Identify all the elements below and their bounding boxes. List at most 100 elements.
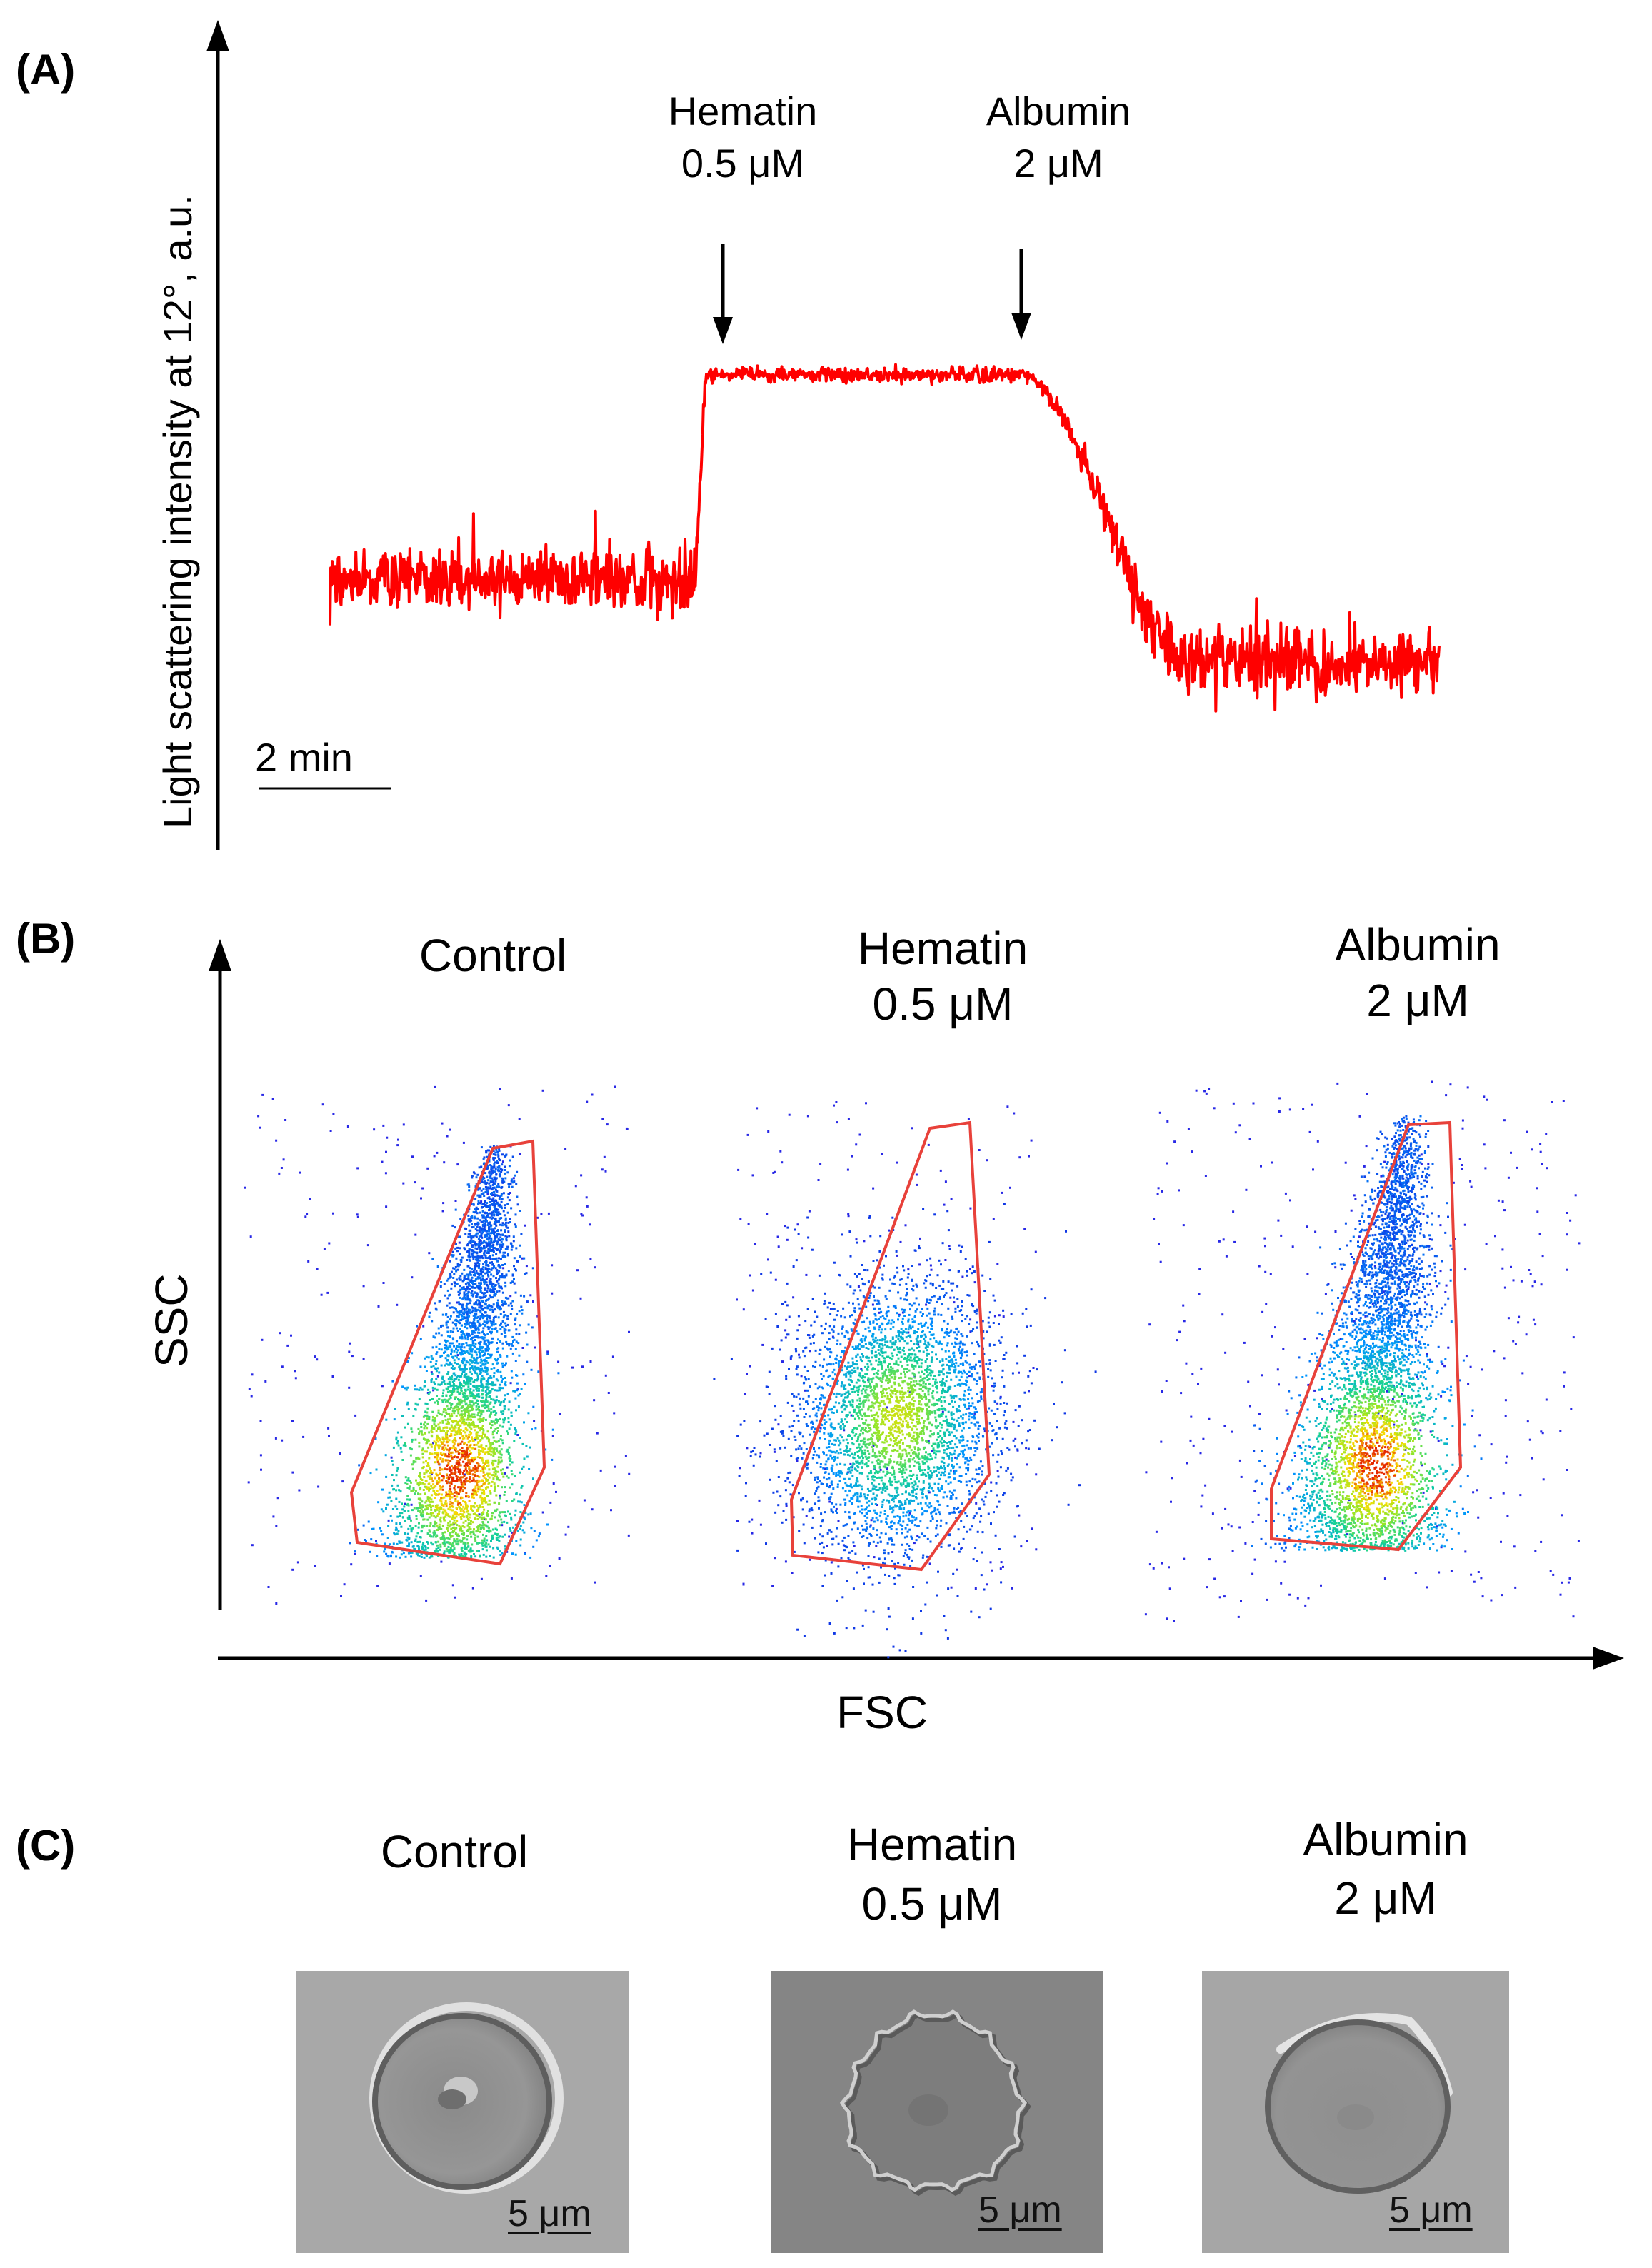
scatter-event <box>501 1233 504 1236</box>
scatter-event <box>453 1379 456 1382</box>
scatter-event <box>504 1472 506 1475</box>
scatter-event <box>418 1432 421 1435</box>
scatter-event <box>493 1482 496 1485</box>
scatter-event <box>470 1294 473 1297</box>
scatter-event <box>912 1435 915 1438</box>
scatter-event <box>486 1314 489 1317</box>
scatter-event <box>485 1395 488 1398</box>
scatter-event <box>512 1177 515 1180</box>
scatter-event <box>446 1315 449 1318</box>
scatter-event <box>469 1480 471 1483</box>
scatter-event <box>866 1373 868 1375</box>
scatter-event <box>441 1525 444 1527</box>
scatter-event <box>907 1268 910 1271</box>
scatter-event <box>445 1321 448 1324</box>
scatter-event <box>481 1375 484 1377</box>
scatter-event <box>489 1442 491 1445</box>
scatter-event <box>412 1415 415 1418</box>
scatter-event <box>519 1244 521 1247</box>
scatter-event <box>532 1405 535 1408</box>
scatter-event <box>406 1403 409 1406</box>
scatter-event <box>391 1463 394 1466</box>
scatter-event <box>476 1403 479 1405</box>
scatter-event <box>524 1512 527 1515</box>
scatter-event <box>457 1452 460 1455</box>
scatter-event <box>501 1224 504 1227</box>
scatter-event <box>449 1435 451 1437</box>
scatter-event <box>460 1527 463 1530</box>
scatter-event <box>454 1282 456 1285</box>
scatter-event <box>474 1465 477 1467</box>
scatter-event <box>429 1535 431 1537</box>
scatter-event <box>451 1456 454 1459</box>
scatter-event <box>466 1452 469 1455</box>
scatter-event <box>549 1501 552 1504</box>
scatter-event <box>492 1203 494 1205</box>
scatter-event <box>465 1305 468 1308</box>
scatter-event <box>474 1241 476 1244</box>
scatter-event <box>475 1358 478 1360</box>
scatter-event <box>451 1531 454 1534</box>
scatter-event <box>450 1363 453 1366</box>
scatter-event <box>426 1411 429 1414</box>
scatter-event <box>429 1503 431 1506</box>
scatter-event <box>506 1171 509 1174</box>
scatter-event <box>504 1533 506 1536</box>
scatter-event <box>493 1186 495 1189</box>
scatter-event <box>491 1512 494 1515</box>
scatter-event <box>459 1328 461 1330</box>
scatter-event <box>458 1539 461 1542</box>
scatter-event <box>463 1442 466 1445</box>
scatter-event <box>832 1303 835 1305</box>
scatter-event <box>464 1457 466 1460</box>
scatter-event <box>496 1212 499 1215</box>
scatter-event <box>971 1413 973 1415</box>
scatter-event <box>466 1417 469 1420</box>
scatter-event <box>309 1198 311 1200</box>
scatter-event <box>462 1505 465 1508</box>
scatter-event <box>383 1550 386 1553</box>
scatter-event <box>446 1537 448 1540</box>
scatter-event <box>469 1267 471 1270</box>
scatter-event <box>455 1462 458 1465</box>
scatter-event <box>427 1512 430 1515</box>
scatter-event <box>504 1285 507 1288</box>
scatter-event <box>443 1545 446 1547</box>
scatter-event <box>428 1516 431 1519</box>
scatter-event <box>416 1545 419 1547</box>
scatter-event <box>421 1433 424 1436</box>
scatter-event <box>514 1553 517 1556</box>
scatter-event <box>546 1350 549 1353</box>
scatter-event <box>459 1428 462 1431</box>
scatter-event <box>453 1495 456 1497</box>
scatter-event <box>493 1163 496 1165</box>
scatter-event <box>491 1194 493 1197</box>
scatter-event <box>482 1471 485 1474</box>
scatter-event <box>461 1315 464 1318</box>
scatter-event <box>454 1485 456 1487</box>
scatter-event <box>486 1320 489 1323</box>
scatter-event <box>495 1208 498 1210</box>
scatter-event <box>494 1284 496 1287</box>
scatter-event <box>419 1481 421 1484</box>
scatter-event <box>456 1422 459 1425</box>
scatter-event <box>461 1324 463 1327</box>
scatter-event <box>479 1290 482 1293</box>
scatter-event <box>511 1376 514 1379</box>
scatter-event <box>461 1305 464 1308</box>
scatter-event <box>468 1433 471 1436</box>
scatter-event <box>391 1460 394 1462</box>
scatter-event <box>449 1532 451 1535</box>
scatter-event <box>796 1223 799 1226</box>
scatter-event <box>478 1300 481 1303</box>
scatter-event <box>497 1316 500 1319</box>
scatter-event <box>807 1403 809 1405</box>
scatter-event <box>523 1531 526 1534</box>
scatter-event <box>436 1529 439 1531</box>
scatter-event <box>408 1542 411 1545</box>
scatter-event <box>485 1150 488 1153</box>
scatter-event <box>458 1313 461 1315</box>
scatter-event <box>492 1210 495 1213</box>
scatter-event <box>521 1442 524 1445</box>
scatter-event <box>515 1269 517 1272</box>
